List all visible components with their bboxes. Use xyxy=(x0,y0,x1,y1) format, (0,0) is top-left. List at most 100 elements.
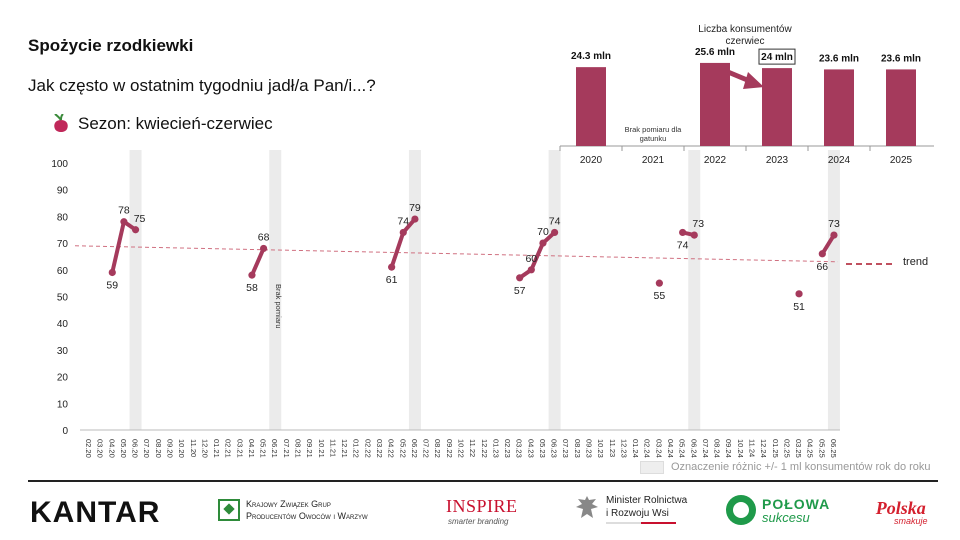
data-point xyxy=(795,290,803,298)
x-tick-label: 05.22 xyxy=(398,439,407,458)
bar-category-label: 2024 xyxy=(828,155,851,166)
x-tick-label: 08.20 xyxy=(154,439,163,458)
polowa-sukcesu-logo: POŁOWA sukcesu xyxy=(726,495,830,525)
y-tick-label: 50 xyxy=(57,293,69,304)
x-tick-label: 10.20 xyxy=(177,439,186,458)
series-line xyxy=(517,230,557,280)
x-tick-label: 12.20 xyxy=(200,439,209,458)
x-tick-label: 11.24 xyxy=(747,439,756,457)
data-point xyxy=(411,215,419,223)
bar xyxy=(700,62,730,146)
x-tick-label: 09.20 xyxy=(165,439,174,458)
data-point xyxy=(527,266,535,274)
x-tick-label: 11.22 xyxy=(468,439,477,457)
x-tick-label: 10.21 xyxy=(317,439,326,458)
x-tick-label: 07.23 xyxy=(561,439,570,458)
season-text: Sezon: kwiecień-czerwiec xyxy=(78,114,273,133)
band-legend-label: Oznaczenie różnic +/- 1 ml konsumentów r… xyxy=(671,461,931,473)
x-tick-label: 10.22 xyxy=(456,439,465,458)
bar xyxy=(886,69,916,146)
data-point xyxy=(131,226,140,234)
x-tick-label: 05.24 xyxy=(678,439,687,458)
bar xyxy=(762,68,792,146)
data-label: 74 xyxy=(549,215,561,227)
data-label: 51 xyxy=(793,301,805,313)
x-tick-label: 02.25 xyxy=(782,439,791,458)
radish-icon xyxy=(54,114,68,132)
polska-smakuje-logo: Polska smakuje xyxy=(874,498,928,526)
data-label: 73 xyxy=(828,218,840,230)
sukcesu-word: sukcesu xyxy=(762,509,810,525)
bar-category-label: 2022 xyxy=(704,155,727,166)
kantar-logo: KANTAR xyxy=(30,496,161,529)
x-tick-label: 12.21 xyxy=(340,439,349,458)
kzgp-icon xyxy=(218,499,240,521)
data-label: 55 xyxy=(654,290,666,302)
polska-word: Polska xyxy=(875,498,926,518)
kzgp-line-1: Krajowy Związek Grup xyxy=(246,499,331,509)
inspire-wordmark: INSPIRE xyxy=(446,496,518,516)
season-label: Sezon: kwiecień-czerwiec xyxy=(52,114,273,134)
x-tick-label: 11.20 xyxy=(189,439,198,457)
missing-measurement-label-1: Brak pomiaru dla xyxy=(625,125,683,134)
data-label: 60 xyxy=(525,253,537,265)
data-point xyxy=(388,263,396,271)
bar-category-label: 2025 xyxy=(890,155,913,166)
data-label: 57 xyxy=(514,285,526,297)
y-tick-label: 60 xyxy=(57,266,69,277)
data-label: 59 xyxy=(106,279,118,291)
x-tick-label: 04.24 xyxy=(666,439,675,458)
flag-stripe xyxy=(606,522,676,524)
data-label: 74 xyxy=(397,215,409,227)
x-tick-label: 11.21 xyxy=(328,439,337,457)
x-tick-label: 07.20 xyxy=(142,439,151,458)
x-tick-label: 01.24 xyxy=(631,439,640,458)
x-tick-label: 07.21 xyxy=(282,439,291,458)
bar-value-highlight-box xyxy=(758,48,796,65)
minister-logo: Minister Rolnictwa i Rozwoju Wsi xyxy=(574,494,687,524)
data-label: 74 xyxy=(677,239,689,251)
polowa-word: POŁOWA xyxy=(762,495,831,512)
x-tick-label: 12.24 xyxy=(759,439,768,458)
x-tick-label: 03.25 xyxy=(794,439,803,458)
x-tick-label: 04.20 xyxy=(107,439,116,458)
data-label: 58 xyxy=(246,282,258,294)
x-tick-label: 08.24 xyxy=(713,439,722,458)
footer-divider xyxy=(28,480,938,482)
y-tick-label: 80 xyxy=(57,212,69,223)
x-tick-label: 02.23 xyxy=(503,439,512,458)
data-label: 68 xyxy=(258,231,270,243)
y-tick-label: 100 xyxy=(51,159,68,170)
page-title: Spożycie rzodkiewki xyxy=(28,36,194,55)
x-tick-label: 05.21 xyxy=(259,439,268,458)
x-tick-label: 01.25 xyxy=(771,439,780,458)
x-tick-label: 09.23 xyxy=(585,439,594,458)
data-label: 66 xyxy=(816,261,828,273)
bar-value-label: 24.3 mln xyxy=(571,51,611,62)
data-point xyxy=(399,228,407,237)
highlight-band xyxy=(129,150,142,430)
x-tick-label: 12.22 xyxy=(480,439,489,458)
data-point xyxy=(690,231,698,239)
y-tick-label: 10 xyxy=(57,399,69,410)
bar-category-label: 2023 xyxy=(766,155,789,166)
x-tick-label: 03.22 xyxy=(375,439,384,458)
polowa-icon xyxy=(726,495,756,525)
x-tick-label: 07.22 xyxy=(422,439,431,458)
x-tick-label: 01.22 xyxy=(352,439,361,458)
inspire-tagline: smarter branding xyxy=(448,517,509,526)
smakuje-word: smakuje xyxy=(894,516,928,526)
highlight-band xyxy=(269,150,282,430)
data-label: 78 xyxy=(118,205,130,217)
eagle-icon xyxy=(576,496,598,518)
x-tick-label: 06.25 xyxy=(829,439,838,458)
x-tick-label: 06.22 xyxy=(410,439,419,458)
bar-chart-title-line-2: czerwiec xyxy=(726,36,765,47)
data-point xyxy=(655,279,663,287)
data-point xyxy=(539,239,547,247)
missing-measurement-label-2: gatunku xyxy=(640,134,667,143)
trend-legend-label: trend xyxy=(903,256,929,268)
x-tick-label: 05.23 xyxy=(538,439,547,458)
data-point xyxy=(679,228,687,237)
